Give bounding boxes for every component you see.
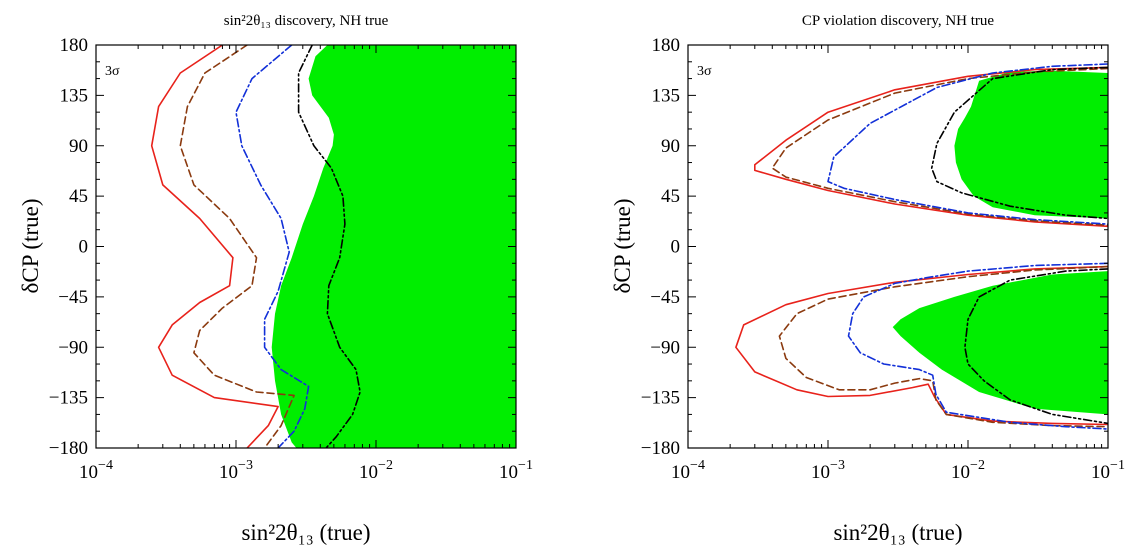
y-tick-label: −45 [58,287,88,308]
y-tick-label: 180 [60,35,89,56]
contour-line-dashdotdot [930,66,1108,220]
contour-line-dashdot [847,262,1108,430]
annotation-3sigma: 3σ [105,64,120,79]
y-tick-label: −135 [49,388,88,409]
contour-line-dashdotdot [297,45,361,448]
series-layer [150,45,361,448]
right-panel: CP violation discovery, NH true 180 135 90… [610,13,1125,545]
contour-line-dashed [179,45,295,448]
annotation-3sigma: 3σ [697,64,712,79]
discovery-region [271,45,516,448]
x-tick-label: 10−1 [499,458,533,483]
y-tick-label: −90 [650,337,680,358]
y-tick-label: −180 [641,438,680,459]
discovery-region [954,70,1108,219]
contour-line-dashdotdot [964,268,1108,425]
y-tick-label: −180 [49,438,88,459]
region-layer [271,45,516,448]
x-axis-label: sin²2θ₁₃ (true) [241,520,370,545]
x-tick-label: 10−4 [79,458,113,483]
x-tick-label: 10−4 [671,458,705,483]
y-tick-label: 135 [652,85,681,106]
panel-title: CP violation discovery, NH true [802,13,995,29]
y-tick-label: 180 [652,35,681,56]
y-tick-label: −45 [650,287,680,308]
contour-line-dashdot [235,45,310,448]
x-tick-label: 10−1 [1091,458,1125,483]
y-tick-label: 90 [661,136,680,157]
contour-line-dashed [771,67,1108,226]
y-axis-label: δCP (true) [610,199,635,294]
series-layer [735,63,1108,430]
discovery-region [892,271,1108,415]
region-layer [892,70,1108,415]
y-tick-label: 135 [60,85,89,106]
y-tick-label: 45 [661,186,680,207]
y-tick-label: 0 [671,237,681,258]
y-tick-label: 45 [69,186,88,207]
panel-title: sin²2θ₁₃ discovery, NH true [224,13,389,29]
contour-line-solid [150,45,279,448]
contour-line-solid [754,66,1108,228]
x-tick-label: 10−3 [219,458,253,483]
x-tick-label: 10−3 [811,458,845,483]
y-tick-label: −135 [641,388,680,409]
y-tick-label: 90 [69,136,88,157]
left-panel: sin²2θ₁₃ discovery, NH true 180 135 90 45 0 −… [18,13,533,545]
contour-line-dashdot [827,63,1108,225]
contour-line-dashed [778,265,1108,428]
x-tick-label: 10−2 [951,458,985,483]
y-tick-label: 0 [79,237,89,258]
y-tick-label: −90 [58,337,88,358]
x-tick-label: 10−2 [359,458,393,483]
x-axis-label: sin²2θ₁₃ (true) [833,520,962,545]
y-axis-label: δCP (true) [18,199,43,294]
